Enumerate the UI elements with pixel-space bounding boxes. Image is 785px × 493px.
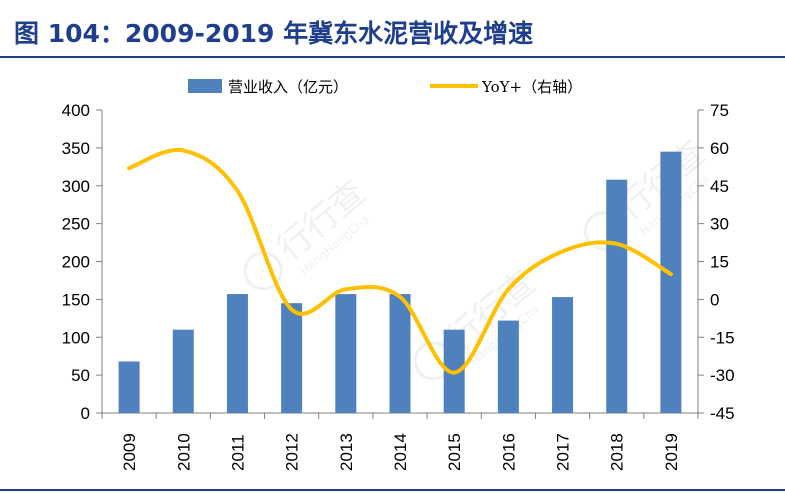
left-tick-label: 150 <box>62 290 90 309</box>
x-tick-label: 2015 <box>445 433 464 471</box>
figure-title: 图 104：2009-2019 年冀东水泥营收及增速 <box>14 19 534 48</box>
x-tick-label: 2012 <box>283 433 302 471</box>
x-tick-label: 2010 <box>174 433 193 471</box>
bottom-divider <box>0 489 785 491</box>
bar <box>552 297 574 413</box>
x-tick-label: 2017 <box>554 433 573 471</box>
right-tick-label: -15 <box>710 328 735 347</box>
x-tick-label: 2014 <box>391 433 410 471</box>
bar <box>660 151 682 413</box>
left-tick-label: 50 <box>71 366 90 385</box>
right-tick-label: 60 <box>710 139 729 158</box>
right-tick-label: 30 <box>710 215 729 234</box>
right-tick-label: 45 <box>710 177 729 196</box>
x-tick-label: 2013 <box>337 433 356 471</box>
x-tick-label: 2018 <box>608 433 627 471</box>
bar <box>606 179 628 413</box>
left-tick-label: 200 <box>62 253 90 272</box>
bar <box>118 361 140 413</box>
legend-bar-label: 营业收入（亿元） <box>228 78 348 96</box>
bar <box>226 294 248 413</box>
bar <box>497 320 519 413</box>
left-tick-label: 400 <box>62 101 90 120</box>
right-tick-label: 75 <box>710 101 729 120</box>
watermark-layer: 行行查HangHangCha行行查HangHangCha行行查HangHangC… <box>243 132 713 381</box>
x-tick-label: 2016 <box>499 433 518 471</box>
x-tick-label: 2009 <box>120 433 139 471</box>
legend-bar-swatch <box>188 79 222 93</box>
left-tick-label: 100 <box>62 328 90 347</box>
legend-line-label: YoY+（右轴） <box>481 78 582 96</box>
x-tick-label: 2011 <box>228 434 247 471</box>
right-tick-label: -30 <box>710 366 735 385</box>
left-tick-label: 300 <box>62 177 90 196</box>
bar <box>172 329 194 413</box>
line-series <box>127 147 673 375</box>
bar <box>389 294 411 413</box>
chart-legend: 营业收入（亿元） YoY+（右轴） <box>188 78 582 96</box>
bar <box>335 294 357 413</box>
left-tick-label: 350 <box>62 139 90 158</box>
title-bar: 图 104：2009-2019 年冀东水泥营收及增速 <box>0 0 785 58</box>
x-axis-labels: 2009 2010 2011 2012 2013 2014 2015 2016 2017 2018… <box>120 433 681 471</box>
bar <box>281 303 303 413</box>
right-tick-label: 15 <box>710 253 729 272</box>
right-tick-label: 0 <box>710 290 719 309</box>
left-tick-label: 250 <box>62 215 90 234</box>
right-tick-label: -45 <box>710 404 735 423</box>
bar-series <box>118 151 682 413</box>
title-divider <box>0 56 785 58</box>
left-tick-label: 0 <box>81 404 90 423</box>
x-tick-label: 2019 <box>662 433 681 471</box>
